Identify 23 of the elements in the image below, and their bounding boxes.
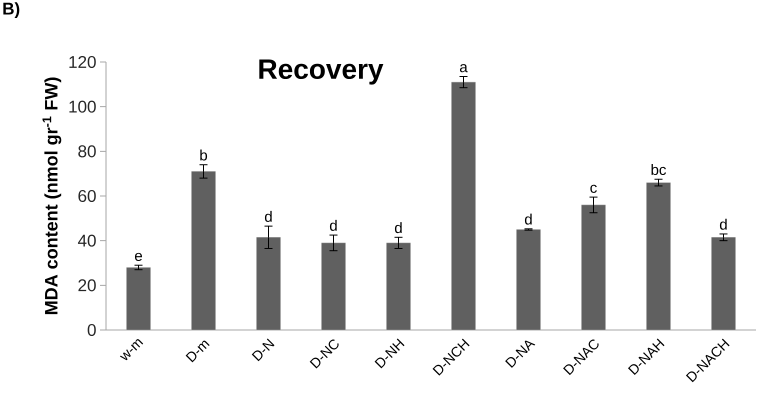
y-tick-label: 120 [69, 56, 96, 68]
annotation: d [720, 218, 727, 230]
y-tick-label: 20 [78, 279, 96, 292]
text: B) [3, 2, 20, 18]
annotation: bc [652, 164, 666, 176]
annotation: d [264, 210, 272, 222]
chart-title: Recovery [259, 60, 384, 85]
x-tick-label: D-N [252, 338, 274, 362]
y-tick-label: 100 [69, 100, 96, 113]
annotation: e [134, 252, 142, 262]
annotation: a [460, 64, 468, 72]
y-tick-label: 60 [78, 190, 96, 202]
y-tick-label: 0 [88, 324, 96, 336]
annotation: d [330, 220, 337, 231]
annotation: b [200, 150, 208, 161]
x-tick-label: w-m [120, 339, 144, 360]
x-tick-label: D-m [186, 340, 210, 362]
y-axis-title: MDA content (nmol gr$^{-1}$ FW) [42, 78, 62, 314]
annotation: c [590, 184, 597, 193]
y-tick-label: 40 [78, 234, 96, 247]
annotation: d [394, 222, 402, 234]
annotation: d [524, 214, 532, 225]
y-tick-label: 80 [78, 145, 96, 158]
